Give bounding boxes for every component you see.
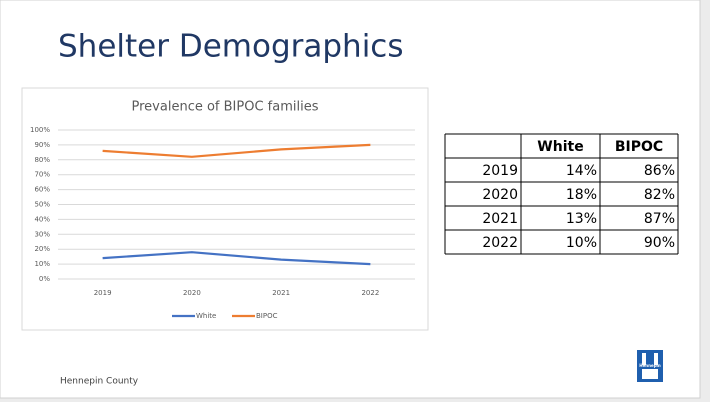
x-tick-label: 2019 (94, 289, 112, 297)
legend-label: White (196, 312, 216, 320)
table-cell: 2019 (482, 163, 518, 179)
y-tick-label: 40% (34, 215, 50, 223)
table-cell: 13% (566, 211, 597, 227)
y-tick-label: 70% (34, 171, 50, 179)
y-tick-label: 100% (30, 126, 50, 134)
y-tick-label: 20% (34, 245, 50, 253)
table-cell: 14% (566, 163, 597, 179)
y-tick-label: 60% (34, 186, 50, 194)
footer: Hennepin County (60, 377, 139, 387)
table-header: White (537, 139, 583, 155)
table-cell: 86% (644, 163, 675, 179)
table-cell: 2022 (482, 235, 518, 251)
logo-shape (642, 353, 646, 365)
y-tick-label: 30% (34, 230, 50, 238)
series-line (102, 251, 371, 266)
series-line (102, 143, 371, 158)
table-cell: 2021 (482, 211, 518, 227)
x-tick-label: 2022 (361, 289, 379, 297)
chart-frame (21, 87, 429, 331)
y-tick-label: 0% (39, 275, 50, 283)
logo-shape (642, 369, 658, 379)
y-tick-label: 90% (34, 141, 50, 149)
table-header: BIPOC (615, 139, 663, 155)
y-tick-label: 10% (34, 260, 50, 268)
table-cell: 82% (644, 187, 675, 203)
logo-text: Hennepin (639, 363, 661, 368)
table-cell: 90% (644, 235, 675, 251)
chart-title: Prevalence of BIPOC families (132, 100, 319, 115)
legend-label: BIPOC (256, 312, 278, 320)
table-cell: 10% (566, 235, 597, 251)
table-cell: 18% (566, 187, 597, 203)
x-tick-label: 2021 (272, 289, 290, 297)
logo: Hennepin (637, 350, 663, 382)
table-cell: 87% (644, 211, 675, 227)
slide-title: Shelter Demographics (58, 29, 404, 65)
x-tick-label: 2020 (183, 289, 201, 297)
y-tick-label: 80% (34, 156, 50, 164)
y-tick-label: 50% (34, 201, 50, 209)
logo-shape (654, 353, 658, 365)
table-cell: 2020 (482, 187, 518, 203)
